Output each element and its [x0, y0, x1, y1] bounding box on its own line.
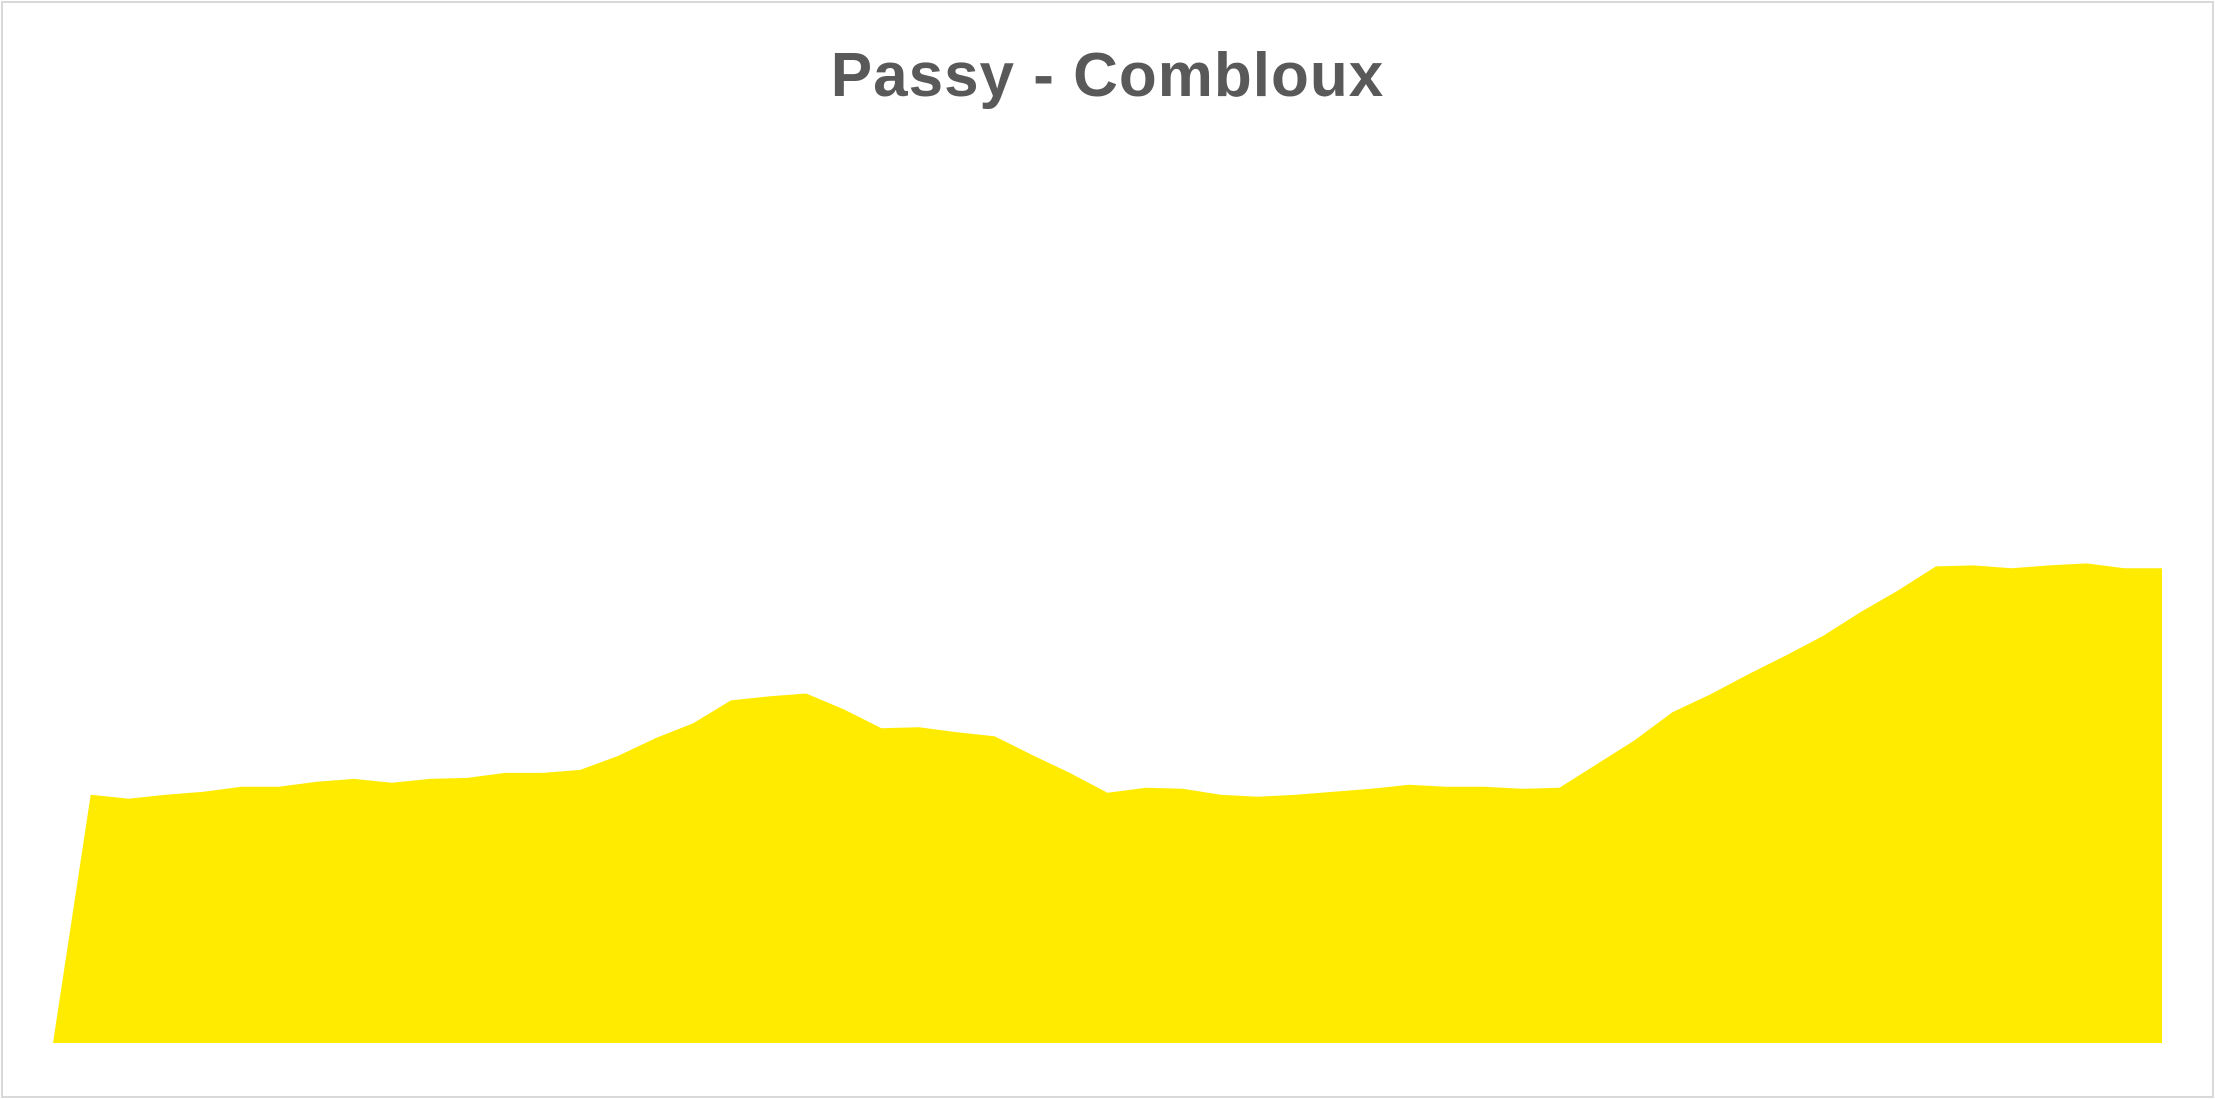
elevation-area: [53, 563, 2162, 1043]
area-series-layer: [53, 563, 2162, 1043]
chart-title: Passy - Combloux: [830, 41, 1385, 110]
